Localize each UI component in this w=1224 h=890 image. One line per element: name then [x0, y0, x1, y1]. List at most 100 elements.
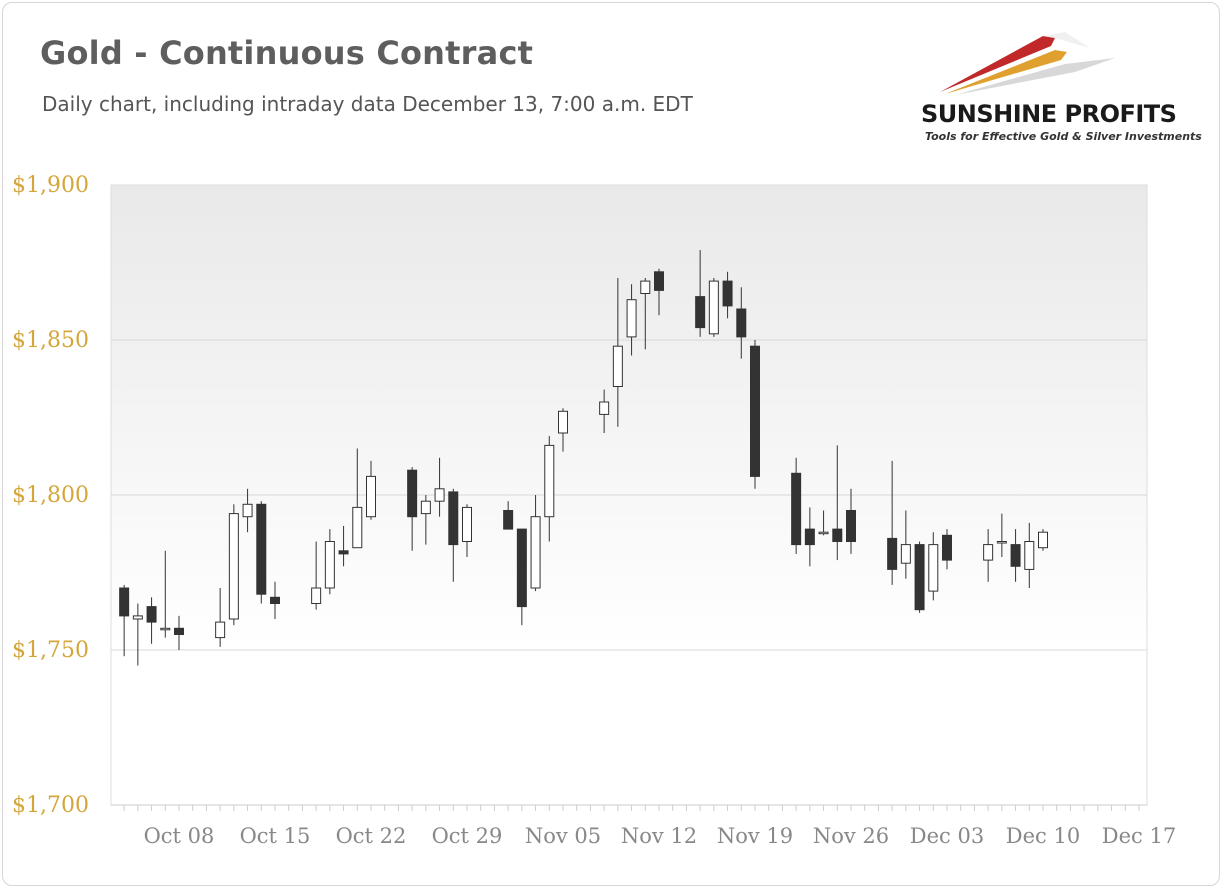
candle	[846, 488, 856, 554]
candle-body	[558, 410, 568, 434]
candle-body	[750, 345, 760, 477]
candle-body	[407, 469, 418, 518]
candle-body	[626, 299, 637, 338]
x-tick-label: Oct 29	[432, 824, 503, 848]
sunshine-logo-rays-icon	[940, 32, 1115, 95]
candle	[324, 529, 335, 595]
candle-body	[1024, 541, 1035, 570]
candle	[215, 588, 226, 647]
candle-body	[983, 544, 994, 561]
x-tick-label: Nov 05	[525, 824, 601, 848]
candle	[722, 271, 733, 319]
x-tick-label: Oct 15	[240, 824, 311, 848]
candle-body	[695, 296, 706, 329]
y-tick-label: $1,700	[12, 793, 89, 818]
candle-body	[256, 503, 267, 595]
candle-body	[174, 627, 184, 635]
candle	[352, 448, 363, 549]
candle	[900, 510, 911, 579]
candle	[434, 457, 445, 517]
x-tick-label: Nov 19	[717, 824, 793, 848]
candle-body	[1010, 544, 1021, 567]
candle	[996, 513, 1007, 557]
candle	[654, 268, 664, 316]
candle-body	[228, 513, 239, 620]
candle	[228, 504, 239, 626]
candle-body	[928, 544, 939, 592]
candle	[1024, 522, 1035, 588]
candle	[626, 284, 637, 356]
candle-body	[736, 308, 747, 338]
candle-body	[132, 615, 143, 620]
x-tick-label: Nov 12	[621, 824, 697, 848]
y-axis: $1,700 $1,750 $1,800 $1,850 $1,900	[12, 173, 89, 818]
candle-body	[462, 506, 472, 542]
candle-body	[612, 345, 623, 388]
candle-body	[996, 541, 1007, 544]
candle	[750, 340, 760, 489]
candle-body	[640, 280, 651, 295]
candle-body	[804, 528, 815, 546]
candle-body	[846, 510, 856, 542]
x-tick-label: Oct 22	[336, 824, 407, 848]
candle-body	[654, 271, 664, 291]
candle	[599, 389, 610, 433]
candle-body	[242, 503, 253, 518]
candle-body	[914, 544, 925, 611]
chart-subtitle: Daily chart, including intraday data Dec…	[42, 92, 693, 116]
candle-body	[832, 528, 843, 542]
candle	[119, 584, 130, 657]
candle-body	[146, 606, 157, 623]
candle	[448, 488, 459, 582]
candle-body	[791, 472, 802, 546]
candle-body	[119, 587, 130, 617]
candle-body	[722, 280, 733, 307]
candle-body	[887, 537, 898, 570]
x-tick-label: Oct 08	[144, 824, 215, 848]
candle-body	[599, 401, 610, 415]
gridlines	[111, 339, 1147, 651]
logo-name: SUNSHINE PROFITS	[921, 100, 1177, 128]
candle	[503, 501, 514, 530]
y-tick-label: $1,750	[12, 638, 89, 663]
x-tick-label: Nov 26	[813, 824, 889, 848]
x-tick-label: Dec 03	[910, 824, 984, 848]
candle	[242, 488, 253, 533]
x-tick-label: Dec 10	[1006, 824, 1080, 848]
candle	[887, 460, 898, 585]
candle-body	[311, 587, 322, 604]
candle	[160, 550, 171, 638]
candle	[914, 541, 925, 613]
candle-body	[338, 550, 349, 555]
candle-body	[270, 596, 280, 604]
candle	[516, 528, 527, 626]
candle	[832, 445, 843, 561]
candle	[983, 529, 994, 582]
candle-body	[215, 621, 226, 639]
candle-body	[900, 544, 911, 564]
logo-tagline: Tools for Effective Gold & Silver Invest…	[925, 130, 1202, 143]
candle	[818, 510, 829, 536]
x-tick-label: Dec 17	[1102, 824, 1176, 848]
candle-body	[160, 627, 171, 631]
candle	[256, 501, 267, 604]
candle-body	[352, 506, 363, 549]
y-tick-label: $1,800	[12, 483, 89, 508]
candle	[366, 460, 376, 520]
candle	[1010, 529, 1021, 582]
candle	[420, 495, 431, 545]
candle	[612, 278, 623, 427]
candle	[736, 287, 747, 359]
candle	[462, 504, 472, 557]
candle-body	[324, 541, 335, 589]
candle	[338, 526, 349, 567]
candle-body	[818, 531, 829, 535]
candle	[708, 278, 719, 337]
candle	[174, 615, 184, 650]
candle	[695, 250, 706, 337]
candle	[1038, 529, 1048, 551]
candle-body	[420, 500, 431, 515]
candle-body	[448, 491, 459, 546]
candle-body	[530, 516, 541, 589]
